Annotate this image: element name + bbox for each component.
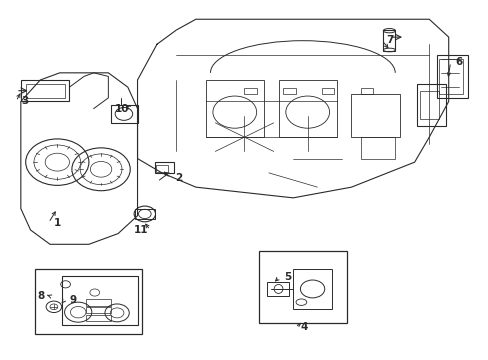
- Bar: [278, 80, 336, 137]
- Text: 6: 6: [455, 57, 462, 67]
- Bar: [382, 30, 394, 51]
- Bar: [283, 88, 295, 94]
- Bar: [156, 165, 168, 172]
- Bar: [244, 88, 256, 94]
- Bar: [205, 80, 264, 137]
- Bar: [361, 137, 394, 158]
- Text: 5: 5: [284, 272, 291, 282]
- Bar: [135, 208, 154, 219]
- Text: 8: 8: [38, 291, 45, 301]
- Bar: [361, 88, 372, 94]
- Bar: [419, 91, 438, 119]
- Bar: [259, 251, 346, 323]
- Bar: [267, 282, 288, 296]
- Bar: [86, 307, 111, 313]
- Text: 10: 10: [115, 104, 129, 113]
- Bar: [62, 276, 137, 325]
- Bar: [86, 315, 111, 321]
- Bar: [436, 55, 467, 98]
- Text: 11: 11: [134, 225, 148, 235]
- Text: 1: 1: [54, 218, 61, 228]
- Bar: [86, 299, 111, 306]
- Bar: [351, 94, 399, 137]
- Bar: [322, 88, 334, 94]
- Bar: [21, 80, 69, 102]
- Bar: [35, 269, 142, 334]
- Text: 3: 3: [21, 96, 28, 107]
- Text: 4: 4: [300, 322, 307, 332]
- Bar: [438, 59, 462, 94]
- Bar: [111, 105, 137, 123]
- Text: 2: 2: [175, 173, 182, 183]
- Text: 7: 7: [386, 35, 393, 45]
- Bar: [26, 84, 64, 98]
- Bar: [416, 84, 446, 126]
- Bar: [292, 269, 331, 309]
- Text: 9: 9: [70, 295, 77, 305]
- Bar: [154, 162, 174, 173]
